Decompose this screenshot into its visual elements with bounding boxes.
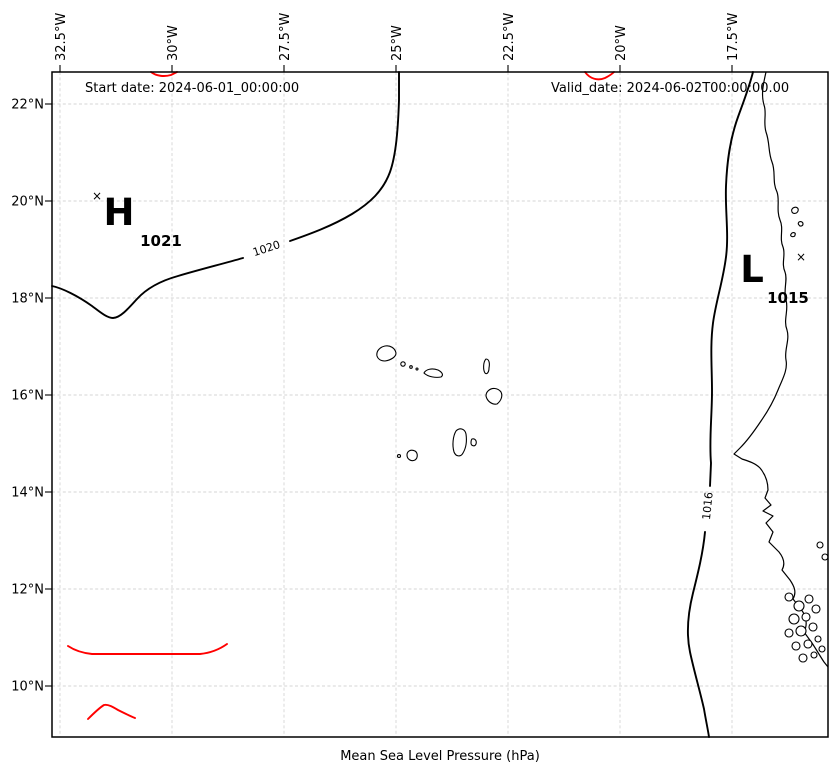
y-tick-label: 16°N [11,389,44,404]
island [810,651,818,659]
island [801,612,811,622]
island [803,639,813,649]
low-marker-x: × [796,250,806,264]
x-tick-label: 20°W [614,25,629,61]
x-tick-label: 32.5°W [54,13,69,61]
y-tick-label: 12°N [11,583,44,598]
low-pressure-center: × L 1015 [740,248,809,307]
low-symbol: L [740,248,764,291]
cape-verde-island [483,358,490,375]
island [818,645,826,653]
island [791,206,799,214]
high-pressure-center: × H 1021 [92,189,182,250]
y-tick-labels: 22°N 20°N 18°N 16°N 14°N 12°N 10°N [11,98,44,695]
isobars-red [67,71,615,720]
island [784,592,794,602]
x-tick-label: 22.5°W [502,13,517,61]
isobar-1020-west [51,257,244,319]
plot-border [51,71,829,738]
cape-verde-island [396,453,402,459]
isobar-1016-south [686,531,710,738]
cape-verde-island [376,345,397,362]
cape-verde-island [423,368,443,378]
cape-verde-island [485,387,503,405]
coastline-mainland [733,71,829,668]
isobars-black [51,71,754,738]
island [797,221,804,227]
island [811,604,821,614]
red-isobar-segment [584,71,615,81]
island [808,622,818,632]
x-tick-label: 25°W [390,25,405,61]
cape-verde-island [452,428,467,457]
island [793,600,805,612]
y-tick-label: 10°N [11,680,44,695]
cape-verde-island [406,449,418,462]
y-tick-label: 22°N [11,98,44,113]
red-isobar-segment [67,643,228,655]
high-marker-x: × [92,189,102,203]
high-value: 1021 [140,232,182,250]
cape-verde-island [400,361,406,367]
red-isobar-segment [150,71,178,77]
island [814,635,822,643]
contour-label-1020: 1020 [251,238,282,259]
high-symbol: H [104,191,135,234]
cape-verde-island [470,438,477,447]
island [798,653,808,663]
island [816,541,824,549]
island [791,641,801,651]
y-tick-label: 18°N [11,292,44,307]
island [788,613,800,625]
y-tick-label: 20°N [11,195,44,210]
x-tick-label: 30°W [166,25,181,61]
cape-verde-island [415,367,419,371]
axis-ticks [45,65,733,687]
y-tick-label: 14°N [11,486,44,501]
cape-verde-island [409,365,413,369]
x-tick-labels: 32.5°W 30°W 27.5°W 25°W 22.5°W 20°W 17.5… [54,13,741,61]
isobar-1020-east [289,71,400,242]
xlabel: Mean Sea Level Pressure (hPa) [340,749,540,764]
gridlines [52,72,828,737]
coastline-cape-verde [376,345,503,462]
coastline-africa [733,71,829,668]
contour-label-1016: 1016 [700,491,716,520]
island [804,594,814,604]
x-tick-label: 27.5°W [278,13,293,61]
start-date-label: Start date: 2024-06-01_00:00:00 [85,81,299,96]
isobar-1016-north [709,71,754,487]
valid-date-label: Valid_date: 2024-06-02T00:00:00.00 [551,81,789,96]
island [790,232,796,238]
low-value: 1015 [767,289,809,307]
x-tick-label: 17.5°W [726,13,741,61]
island [821,553,829,561]
red-isobar-segment [87,703,136,720]
island [795,625,807,637]
island [784,628,794,638]
